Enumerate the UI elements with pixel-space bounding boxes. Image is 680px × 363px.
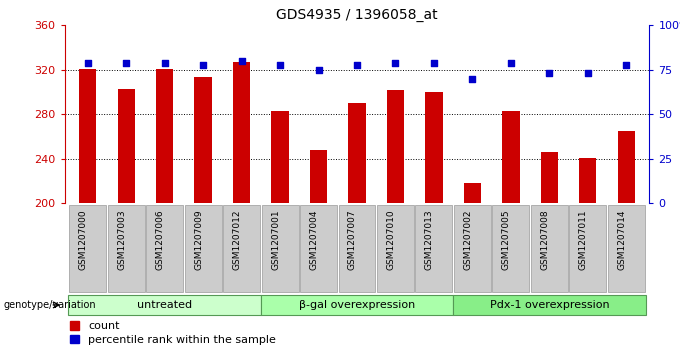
Point bbox=[313, 67, 324, 73]
Text: untreated: untreated bbox=[137, 300, 192, 310]
Text: GSM1207000: GSM1207000 bbox=[79, 209, 88, 270]
Bar bbox=[310, 150, 327, 203]
Text: genotype/variation: genotype/variation bbox=[3, 300, 96, 310]
Bar bbox=[156, 69, 173, 203]
Bar bbox=[387, 90, 404, 203]
Text: GSM1207007: GSM1207007 bbox=[348, 209, 357, 270]
Bar bbox=[579, 158, 596, 203]
Text: GSM1207013: GSM1207013 bbox=[425, 209, 434, 270]
Text: GSM1207012: GSM1207012 bbox=[233, 209, 241, 270]
Point bbox=[82, 60, 93, 66]
Legend: count, percentile rank within the sample: count, percentile rank within the sample bbox=[70, 321, 276, 345]
FancyBboxPatch shape bbox=[377, 205, 414, 292]
FancyBboxPatch shape bbox=[146, 205, 183, 292]
Point bbox=[467, 76, 478, 82]
FancyBboxPatch shape bbox=[185, 205, 222, 292]
Point bbox=[236, 58, 247, 64]
Point bbox=[390, 60, 401, 66]
Text: GSM1207008: GSM1207008 bbox=[541, 209, 549, 270]
Text: GSM1207006: GSM1207006 bbox=[156, 209, 165, 270]
Text: GSM1207005: GSM1207005 bbox=[502, 209, 511, 270]
FancyBboxPatch shape bbox=[300, 205, 337, 292]
Text: Pdx-1 overexpression: Pdx-1 overexpression bbox=[490, 300, 609, 310]
Point bbox=[198, 62, 209, 68]
FancyBboxPatch shape bbox=[454, 205, 491, 292]
FancyBboxPatch shape bbox=[339, 205, 375, 292]
Text: GSM1207001: GSM1207001 bbox=[271, 209, 280, 270]
Bar bbox=[118, 89, 135, 203]
Bar bbox=[425, 92, 443, 203]
Bar bbox=[464, 183, 481, 203]
Bar bbox=[541, 152, 558, 203]
Bar bbox=[617, 131, 635, 203]
Point bbox=[582, 70, 593, 76]
FancyBboxPatch shape bbox=[69, 205, 106, 292]
FancyBboxPatch shape bbox=[262, 205, 299, 292]
Text: GSM1207014: GSM1207014 bbox=[617, 209, 626, 270]
Point bbox=[428, 60, 439, 66]
FancyBboxPatch shape bbox=[531, 205, 568, 292]
FancyBboxPatch shape bbox=[492, 205, 529, 292]
Point bbox=[544, 70, 555, 76]
Title: GDS4935 / 1396058_at: GDS4935 / 1396058_at bbox=[276, 8, 438, 22]
FancyBboxPatch shape bbox=[453, 295, 645, 315]
FancyBboxPatch shape bbox=[69, 295, 261, 315]
FancyBboxPatch shape bbox=[261, 295, 453, 315]
Bar bbox=[79, 69, 97, 203]
FancyBboxPatch shape bbox=[608, 205, 645, 292]
Text: β-gal overexpression: β-gal overexpression bbox=[299, 300, 415, 310]
Text: GSM1207004: GSM1207004 bbox=[309, 209, 318, 270]
Text: GSM1207003: GSM1207003 bbox=[117, 209, 126, 270]
FancyBboxPatch shape bbox=[415, 205, 452, 292]
FancyBboxPatch shape bbox=[223, 205, 260, 292]
Point bbox=[275, 62, 286, 68]
Point bbox=[621, 62, 632, 68]
Bar bbox=[194, 77, 211, 203]
Text: GSM1207002: GSM1207002 bbox=[464, 209, 473, 270]
Point bbox=[159, 60, 170, 66]
FancyBboxPatch shape bbox=[107, 205, 145, 292]
Point bbox=[505, 60, 516, 66]
Text: GSM1207009: GSM1207009 bbox=[194, 209, 203, 270]
Bar bbox=[348, 103, 366, 203]
Text: GSM1207011: GSM1207011 bbox=[579, 209, 588, 270]
Bar bbox=[233, 62, 250, 203]
Bar bbox=[503, 111, 520, 203]
Text: GSM1207010: GSM1207010 bbox=[386, 209, 396, 270]
Point bbox=[121, 60, 132, 66]
Bar bbox=[271, 111, 289, 203]
Point bbox=[352, 62, 362, 68]
FancyBboxPatch shape bbox=[569, 205, 607, 292]
